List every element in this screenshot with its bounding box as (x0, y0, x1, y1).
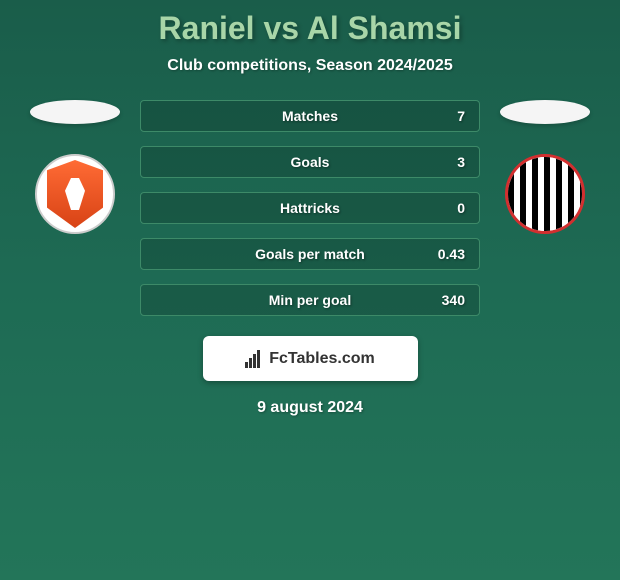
player2-avatar (500, 100, 590, 124)
club1-emblem-icon (65, 178, 85, 210)
stat-row-goals: Goals 3 (140, 146, 480, 178)
stat-row-goals-per-match: Goals per match 0.43 (140, 238, 480, 270)
player1-avatar (30, 100, 120, 124)
right-player-col (495, 100, 595, 234)
stats-list: Matches 7 Goals 3 Hattricks 0 Goals per … (140, 100, 480, 316)
fctables-label: FcTables.com (269, 350, 375, 368)
stat-row-min-per-goal: Min per goal 340 (140, 284, 480, 316)
stat-value: 340 (425, 292, 465, 308)
stat-value: 0.43 (425, 246, 465, 262)
club1-shield-icon (47, 160, 103, 228)
stat-value: 0 (425, 200, 465, 216)
stat-label: Goals (155, 154, 425, 170)
stat-label: Hattricks (155, 200, 425, 216)
stat-label: Min per goal (155, 292, 425, 308)
left-player-col (25, 100, 125, 234)
fctables-chart-icon (245, 350, 263, 368)
stat-label: Matches (155, 108, 425, 124)
main-content: Matches 7 Goals 3 Hattricks 0 Goals per … (0, 100, 620, 316)
stat-row-hattricks: Hattricks 0 (140, 192, 480, 224)
page-title: Raniel vs Al Shamsi (159, 10, 462, 47)
stat-value: 3 (425, 154, 465, 170)
fctables-watermark: FcTables.com (203, 336, 418, 381)
date-text: 9 august 2024 (257, 399, 363, 417)
club1-badge (35, 154, 115, 234)
club2-stripes-icon (508, 157, 582, 231)
stat-row-matches: Matches 7 (140, 100, 480, 132)
stat-value: 7 (425, 108, 465, 124)
club2-badge (505, 154, 585, 234)
stat-label: Goals per match (155, 246, 425, 262)
subtitle: Club competitions, Season 2024/2025 (167, 57, 452, 75)
